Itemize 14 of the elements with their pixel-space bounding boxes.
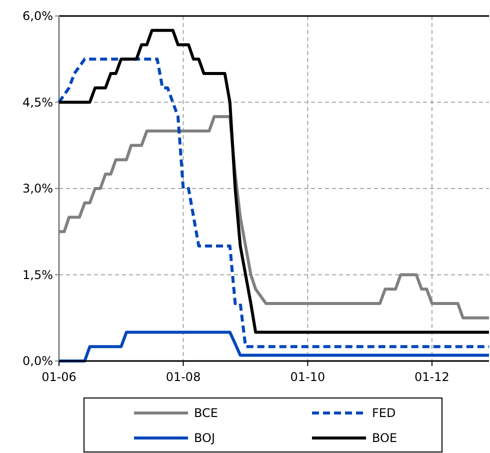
x-tick-label: 01-10 [290,370,326,384]
x-tick-label: 01-12 [414,370,450,384]
y-tick-label: 4,5% [22,95,53,110]
legend-label: BOE [372,431,398,446]
x-tick-label: 01-08 [166,370,201,384]
y-tick-label: 1,5% [22,268,53,282]
y-tick-label: 3,0% [22,182,53,196]
legend-label: BCE [194,406,218,420]
x-tick-label: 01-06 [42,370,76,384]
legend-label: FED [372,406,396,420]
y-tick-label: 0,0% [22,354,53,368]
y-tick-label: 6,0% [22,9,53,24]
line-series [58,330,490,362]
legend-label: BOJ [194,431,216,446]
